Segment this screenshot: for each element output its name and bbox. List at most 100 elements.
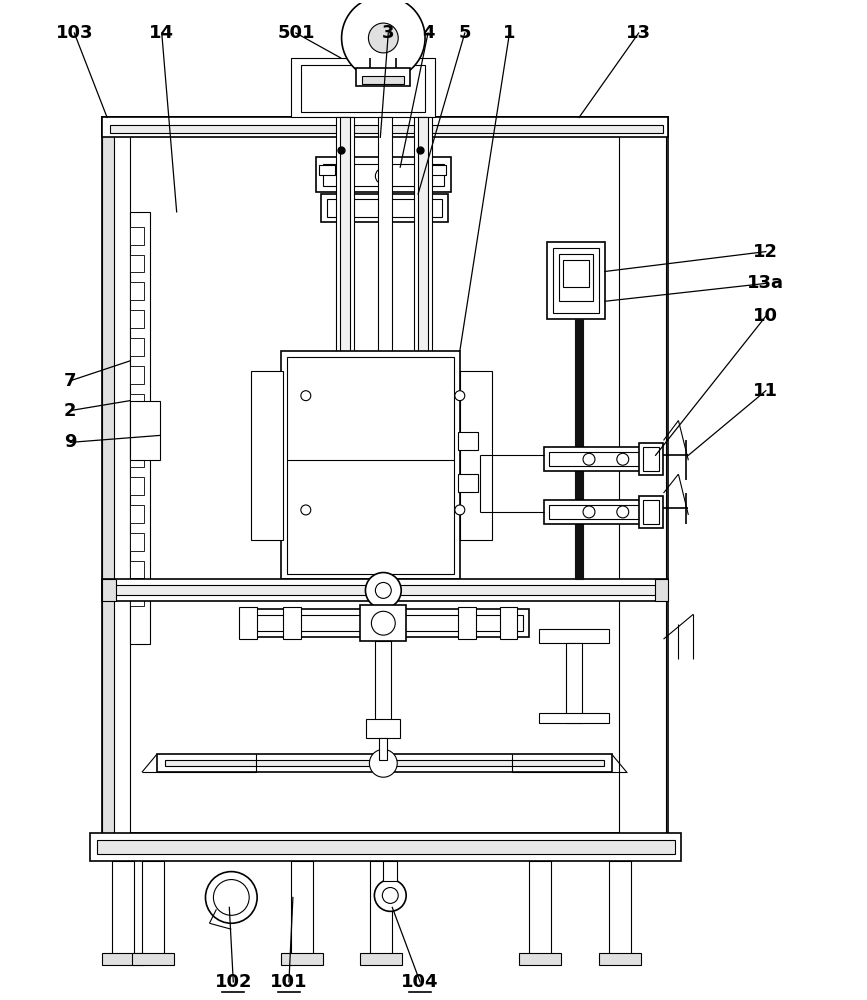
Bar (460, 371, 492, 540)
Bar (130, 282, 144, 300)
Bar (301, 65, 425, 112)
Bar (283, 607, 301, 639)
Circle shape (365, 573, 401, 608)
Bar (90, 833, 681, 861)
Bar (130, 533, 144, 551)
Text: 3: 3 (382, 24, 394, 42)
Bar (130, 394, 144, 412)
Circle shape (375, 168, 391, 184)
Bar (130, 449, 144, 467)
Text: 9: 9 (64, 433, 76, 451)
Text: 2: 2 (64, 402, 76, 420)
Circle shape (375, 582, 391, 598)
Bar (370, 861, 392, 960)
Bar (247, 615, 524, 631)
Bar (130, 477, 144, 495)
Circle shape (342, 0, 425, 80)
Bar (539, 629, 609, 643)
Bar (380, 738, 388, 760)
Bar (102, 579, 668, 601)
Bar (112, 861, 134, 960)
Bar (130, 310, 144, 328)
Bar (157, 754, 612, 772)
Bar (383, 861, 397, 881)
Bar (547, 242, 605, 319)
Bar (319, 165, 335, 175)
Bar (130, 227, 144, 245)
Bar (361, 605, 406, 641)
Text: 101: 101 (271, 973, 308, 991)
Bar (130, 255, 144, 272)
Bar (564, 260, 589, 287)
Text: 102: 102 (214, 973, 252, 991)
Bar (102, 117, 114, 833)
Bar (340, 117, 349, 594)
Circle shape (583, 506, 595, 518)
Bar (375, 641, 391, 731)
Bar (108, 585, 662, 595)
Bar (639, 443, 662, 475)
Bar (130, 422, 144, 439)
Circle shape (616, 453, 629, 465)
Bar (553, 248, 599, 313)
Bar (655, 579, 668, 601)
Bar (550, 452, 650, 466)
Bar (559, 254, 593, 301)
Text: 1: 1 (503, 24, 516, 42)
Bar (287, 357, 453, 574)
Bar (316, 157, 451, 192)
Circle shape (455, 505, 465, 515)
Bar (241, 609, 530, 637)
Circle shape (371, 611, 395, 635)
Bar (609, 861, 630, 960)
Circle shape (455, 391, 465, 401)
Bar (130, 505, 144, 523)
Bar (323, 164, 444, 186)
Bar (458, 432, 478, 450)
Text: 501: 501 (277, 24, 315, 42)
Bar (132, 953, 173, 965)
Text: 103: 103 (55, 24, 93, 42)
Text: 10: 10 (753, 307, 779, 325)
Text: 13a: 13a (747, 274, 785, 292)
Bar (130, 588, 144, 606)
Bar (130, 561, 144, 578)
Bar (361, 953, 402, 965)
Bar (458, 607, 476, 639)
Text: 7: 7 (64, 372, 76, 390)
Circle shape (205, 872, 257, 923)
Bar (251, 371, 283, 540)
Bar (102, 117, 668, 135)
Text: 14: 14 (149, 24, 174, 42)
Bar (281, 953, 323, 965)
Bar (130, 338, 144, 356)
Circle shape (213, 880, 249, 915)
Bar (414, 117, 432, 594)
Bar (281, 351, 460, 579)
Bar (575, 319, 583, 579)
Text: 5: 5 (459, 24, 471, 42)
Bar (97, 840, 675, 854)
Bar (291, 861, 313, 960)
Text: 13: 13 (626, 24, 651, 42)
Circle shape (301, 505, 310, 515)
Text: 12: 12 (753, 243, 779, 261)
Bar (544, 500, 655, 524)
Bar (642, 447, 659, 471)
Circle shape (301, 391, 310, 401)
Bar (378, 117, 392, 594)
Bar (530, 861, 551, 960)
Bar (102, 117, 668, 137)
Text: 11: 11 (753, 382, 779, 400)
Bar (619, 135, 667, 833)
Bar (130, 401, 160, 460)
Bar (321, 194, 448, 222)
Bar (544, 447, 655, 471)
Bar (566, 643, 582, 723)
Bar (642, 500, 659, 524)
Bar (165, 760, 604, 766)
Circle shape (375, 880, 406, 911)
Text: 104: 104 (401, 973, 439, 991)
Bar (418, 117, 428, 594)
Bar (142, 861, 164, 960)
